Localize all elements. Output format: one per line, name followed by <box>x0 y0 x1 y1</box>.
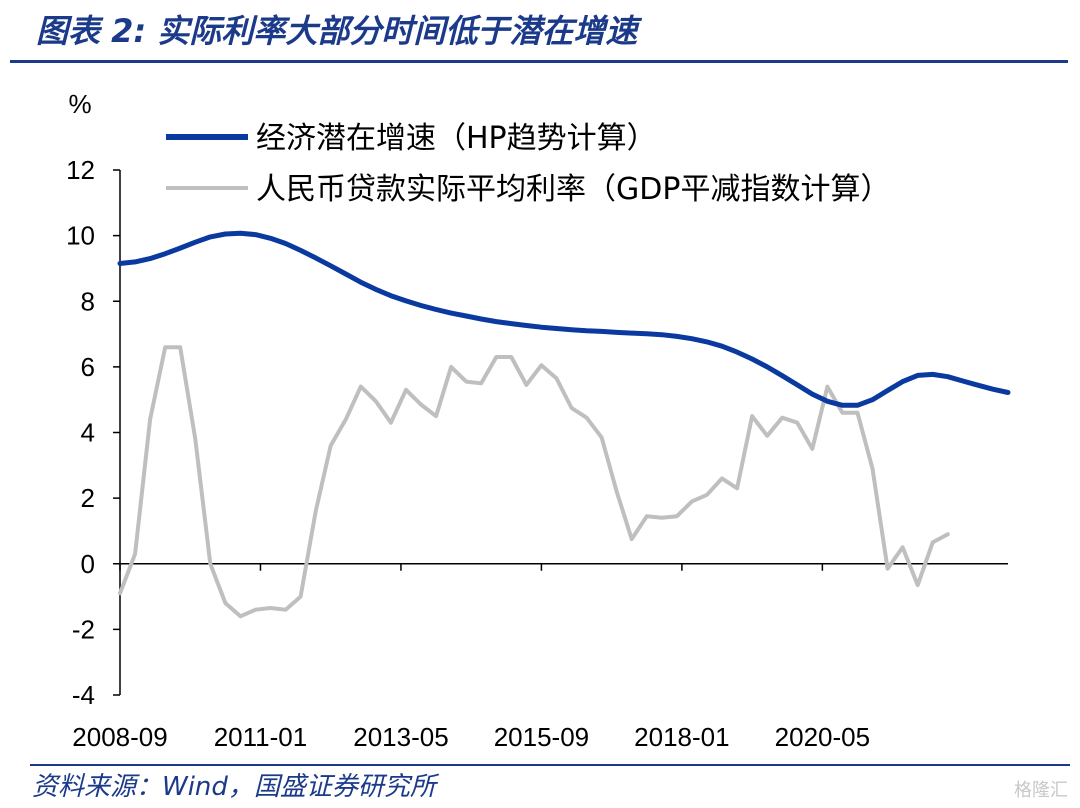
chart-legend: 经济潜在增速（HP趋势计算） 人民币贷款实际平均利率（GDP平减指数计算） <box>166 121 890 207</box>
y-tick-label: 2 <box>81 483 95 513</box>
chart-axes: -4 -2 0 2 4 6 8 10 12% 2008-09 2011-01 2013-05 2015-… <box>66 89 1008 752</box>
figure-title: 图表 2: 实际利率大部分时间低于潜在增速 <box>36 12 638 50</box>
y-tick-label: -2 <box>72 614 95 644</box>
line-chart: -4 -2 0 2 4 6 8 10 12% 2008-09 2011-01 2013-05 2015-… <box>66 89 1011 752</box>
y-tick-label: 10 <box>66 221 95 251</box>
x-tick-label: 2008-09 <box>72 722 167 752</box>
y-tick-label: -4 <box>72 680 95 710</box>
series-line-potential-growth <box>117 230 1011 408</box>
legend-label: 经济潜在增速（HP趋势计算） <box>256 121 657 156</box>
y-unit-label: % <box>68 89 91 119</box>
title-rule <box>10 60 1068 63</box>
legend-label: 人民币贷款实际平均利率（GDP平减指数计算） <box>256 172 890 207</box>
x-tick-label: 2018-01 <box>634 722 729 752</box>
y-tick-label: 8 <box>81 286 95 316</box>
x-tick-label: 2011-01 <box>214 722 308 752</box>
x-tick-label: 2015-09 <box>494 722 589 752</box>
chart-series <box>117 230 1011 619</box>
x-tick-label: 2020-05 <box>775 722 870 752</box>
watermark-logo: 格隆汇 <box>1014 780 1068 801</box>
x-tick-label: 2013-05 <box>353 722 448 752</box>
source-rule <box>30 764 1070 766</box>
series-line-real-rate <box>118 345 950 619</box>
y-tick-label: 4 <box>81 418 95 448</box>
source-note: 资料来源：Wind，国盛证券研究所 <box>32 772 436 802</box>
y-tick-label: 12 <box>66 155 95 185</box>
y-tick-label: 0 <box>81 549 95 579</box>
y-tick-label: 6 <box>81 352 95 382</box>
